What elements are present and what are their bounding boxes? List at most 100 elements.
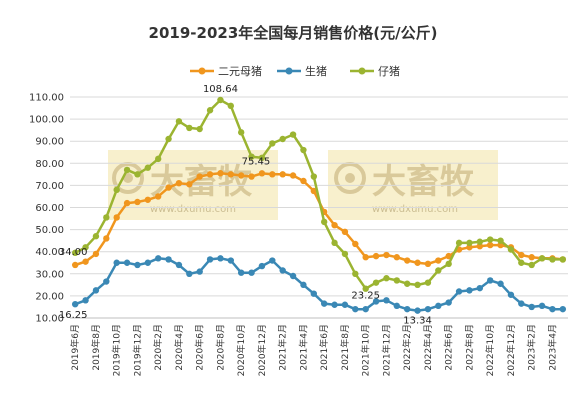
data-point: [497, 280, 504, 287]
data-point: [154, 255, 162, 262]
y-tick-label: 80.00: [35, 159, 64, 170]
x-tick-label: 2020年2月: [152, 324, 164, 371]
data-point: [279, 135, 286, 143]
data-point: [300, 146, 307, 154]
data-point: [455, 239, 463, 247]
data-point: [227, 257, 235, 264]
data-point: [82, 244, 89, 251]
data-point: [476, 238, 484, 245]
data-point: [528, 254, 535, 261]
data-point: [227, 171, 235, 178]
x-tick-label: 2021年6月: [318, 324, 330, 371]
data-point: [186, 124, 193, 132]
data-point: [71, 249, 79, 257]
data-label: 13.34: [403, 316, 432, 327]
data-point: [372, 252, 380, 260]
data-point: [414, 259, 421, 266]
data-point: [144, 164, 152, 171]
data-label: 16.25: [59, 310, 88, 321]
data-label: 75.45: [242, 156, 271, 167]
data-point: [134, 198, 141, 206]
data-point: [300, 177, 307, 185]
data-point: [269, 171, 276, 178]
data-point: [300, 281, 307, 289]
x-tick-label: 2021年2月: [277, 324, 289, 371]
data-point: [383, 275, 390, 282]
data-point: [103, 235, 110, 242]
legend: 二元母猪 生猪 仔猪: [190, 64, 400, 78]
legend-item: 生猪: [277, 64, 327, 78]
data-point: [528, 303, 535, 311]
data-point: [206, 107, 214, 114]
data-point: [403, 280, 411, 287]
data-labels: 34.00 16.25 108.64 75.45 23.25 13.34: [59, 84, 432, 327]
data-point: [393, 254, 401, 261]
x-tick-label: 2021年12月: [380, 324, 392, 376]
data-point: [165, 256, 172, 263]
data-point: [352, 305, 359, 313]
data-point: [383, 251, 390, 259]
x-tick-label: 2020年12月: [256, 324, 268, 376]
data-point: [362, 305, 369, 313]
legend-label: 仔猪: [378, 65, 400, 78]
data-point: [165, 184, 172, 191]
data-point: [258, 154, 266, 161]
watermark-brand: 大畜牧: [150, 162, 253, 202]
data-point: [424, 279, 432, 286]
data-point: [559, 256, 567, 263]
x-tick-label: 2020年4月: [173, 324, 185, 371]
x-tick-label: 2019年6月: [69, 324, 81, 371]
x-tick-label: 2019年8月: [90, 324, 102, 371]
data-point: [113, 259, 120, 266]
data-point: [414, 281, 421, 289]
data-point: [362, 285, 369, 292]
data-point: [393, 277, 401, 284]
data-point: [92, 287, 100, 294]
x-tick-label: 2022年4月: [422, 324, 434, 371]
legend-label: 二元母猪: [218, 65, 262, 78]
data-point: [92, 250, 100, 258]
data-point: [538, 302, 546, 310]
data-point: [518, 300, 525, 307]
data-point: [217, 255, 224, 262]
data-point: [372, 279, 380, 286]
data-point: [217, 170, 224, 177]
y-tick-label: 110.00: [29, 93, 64, 104]
x-tick-label: 2022年10月: [484, 324, 496, 376]
data-label: 108.64: [203, 84, 238, 95]
data-point: [528, 261, 535, 269]
data-point: [352, 270, 359, 277]
data-point: [320, 218, 328, 226]
data-point: [559, 305, 567, 313]
data-point: [445, 260, 452, 268]
data-point: [518, 259, 525, 266]
data-point: [258, 170, 266, 177]
data-point: [217, 96, 224, 104]
data-point: [175, 179, 183, 187]
chart-title: 2019-2023年全国每月销售价格(元/公斤): [149, 24, 438, 42]
data-point: [497, 237, 504, 244]
legend-swatch-marker: [198, 67, 206, 75]
x-tick-label: 2023年4月: [546, 324, 558, 371]
data-point: [383, 297, 390, 304]
data-point: [82, 297, 89, 304]
data-point: [289, 131, 297, 138]
data-point: [403, 305, 411, 313]
data-point: [154, 193, 162, 200]
legend-swatch-marker: [285, 67, 293, 75]
data-point: [289, 172, 297, 179]
x-tick-label: 2021年8月: [339, 324, 351, 371]
x-tick-label: 2020年8月: [214, 324, 226, 371]
x-axis: 2019年6月 2019年8月 2019年10月 2019年12月 2020年2月 202…: [69, 317, 568, 376]
data-point: [476, 284, 484, 292]
y-axis: 10.00 20.00 30.00 40.00 50.00 60.00 70.00 80.00…: [29, 93, 64, 325]
data-point: [486, 277, 494, 284]
x-tick-label: 2023年2月: [526, 324, 538, 371]
data-point: [175, 261, 183, 269]
data-point: [82, 258, 89, 265]
data-point: [372, 298, 380, 305]
series-layer: [71, 96, 567, 314]
data-point: [227, 102, 235, 110]
